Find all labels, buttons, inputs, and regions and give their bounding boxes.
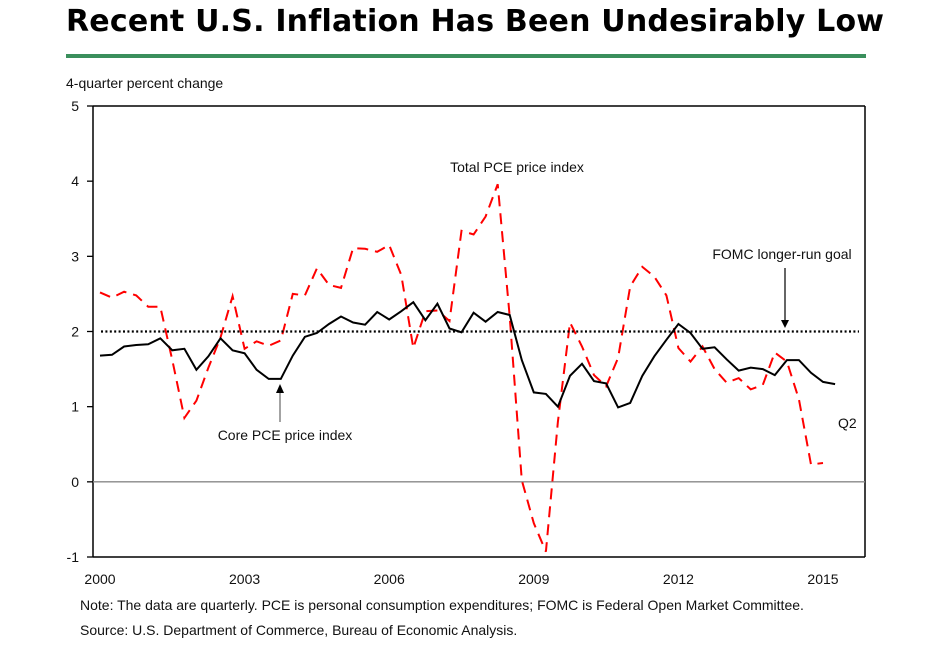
core-arrow-head <box>276 384 284 393</box>
x-tick-label: 2015 <box>807 571 838 587</box>
y-tick-label: 3 <box>71 248 79 264</box>
core-pce-label: Core PCE price index <box>218 427 353 443</box>
total-pce-line <box>99 183 824 553</box>
y-axis-label: 4-quarter percent change <box>66 75 224 91</box>
x-axis: 2000 2003 2006 2009 2012 2015 <box>84 556 865 587</box>
page-title: Recent U.S. Inflation Has Been Undesirab… <box>66 4 885 39</box>
x-tick-label: 2006 <box>374 571 405 587</box>
y-tick-label: -1 <box>67 549 80 565</box>
y-tick-label: 1 <box>71 399 79 415</box>
y-tick-label: 0 <box>71 474 79 490</box>
source-note: Source: U.S. Department of Commerce, Bur… <box>80 622 518 638</box>
title-rule <box>66 54 866 58</box>
footnote: Note: The data are quarterly. PCE is per… <box>80 597 804 613</box>
annotations: Total PCE price index FOMC longer-run goa… <box>218 159 857 443</box>
series-lines <box>99 183 859 553</box>
y-tick-label: 5 <box>71 98 79 114</box>
core-pce-line <box>99 300 836 409</box>
x-tick-label: 2012 <box>663 571 694 587</box>
q2-label: Q2 <box>838 415 857 431</box>
x-tick-label: 2003 <box>229 571 260 587</box>
total-pce-label: Total PCE price index <box>450 159 584 175</box>
fomc-arrow-head <box>781 320 789 328</box>
x-tick-label: 2000 <box>84 571 115 587</box>
y-tick-label: 4 <box>71 173 79 189</box>
fomc-goal-label: FOMC longer-run goal <box>712 246 851 262</box>
y-axis: 5 4 3 2 1 0 -1 <box>67 98 866 565</box>
x-tick-label: 2009 <box>518 571 549 587</box>
y-tick-label: 2 <box>71 324 79 340</box>
